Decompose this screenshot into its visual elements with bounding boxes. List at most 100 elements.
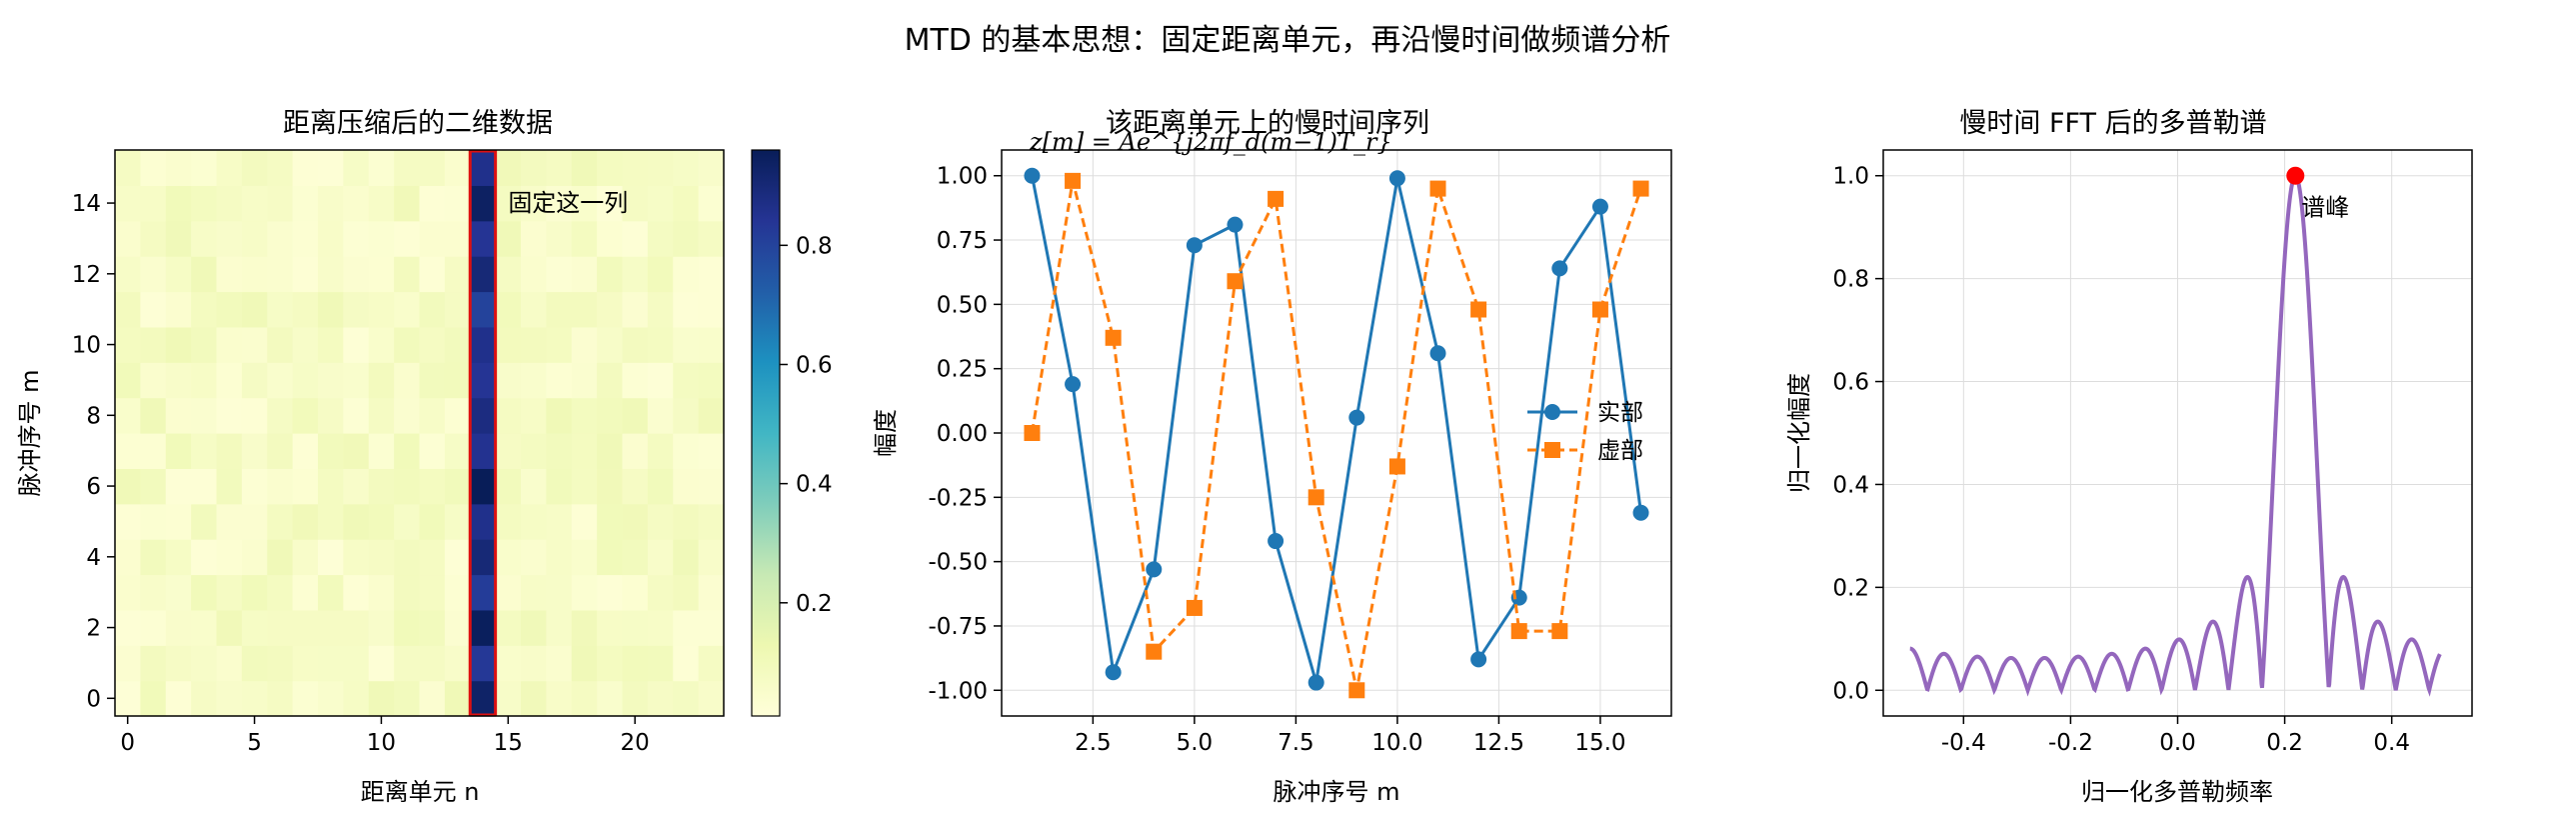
heatmap-cell [673,539,700,576]
heatmap-cell [267,326,294,363]
real-part-point [1388,170,1405,187]
heatmap-cell [140,680,167,717]
heatmap-cell [394,433,421,469]
heatmap-cell [470,680,497,717]
heatmap-cell [394,680,421,717]
heatmap-cell [444,645,471,682]
heatmap-cell [318,680,344,717]
heatmap-cell [647,539,674,576]
heatmap-cell [394,362,421,399]
heatmap-cell [622,185,649,222]
real-part-point [1429,345,1446,362]
heatmap-cell [318,609,344,646]
heatmap-cell [647,362,674,399]
heatmap-cell [546,680,573,717]
y-tick-label: 6 [86,474,101,500]
heatmap-cell [292,185,319,222]
heatmap-cell [546,326,573,363]
heatmap-cell [698,433,725,469]
heatmap-cell [165,468,192,505]
heatmap-cell [394,539,421,576]
heatmap-cell [394,609,421,646]
heatmap-cell [394,397,421,434]
y-tick-label: 0.8 [1832,267,1869,293]
heatmap-cell [673,291,700,328]
heatmap-cell [343,433,370,469]
heatmap-cell [419,645,446,682]
heatmap-cell [368,680,395,717]
heatmap-cell [521,291,547,328]
heatmap-cell [571,539,598,576]
colorbar-tick-label: 0.2 [796,591,833,617]
heatmap-cell [343,539,370,576]
heatmap-cell [444,503,471,540]
heatmap-cell [292,150,319,186]
colorbar-tick-label: 0.6 [796,352,833,378]
heatmap-cell [292,645,319,682]
heatmap-cell [267,433,294,469]
heatmap-cell [673,326,700,363]
y-tick-label: 0.0 [1832,678,1869,704]
heatmap-cell [216,185,243,222]
heatmap-cell [140,539,167,576]
heatmap-cell [419,185,446,222]
heatmap-cell [267,150,294,186]
heatmap-cell [521,503,547,540]
y-tick-label: 0.25 [937,357,988,383]
heatmap-cell [647,645,674,682]
x-tick-label: 20 [621,730,650,756]
heatmap-cell [647,150,674,186]
heatmap-cell [343,574,370,611]
heatmap-cell [115,433,141,469]
heatmap-cell [597,539,624,576]
heatmap-cell [368,150,395,186]
heatmap-cell [216,433,243,469]
legend-real-marker [1544,404,1560,420]
heatmap-cell [140,150,167,186]
sequence-y-ticks: -1.00 -0.75 -0.50 -0.25 0.00 0.25 0.50 0.75 1.00 [928,164,1002,704]
imag-part-point [1227,273,1244,290]
heatmap-cell [292,503,319,540]
x-tick-label: -0.4 [1941,730,1986,756]
heatmap-cell [495,680,522,717]
heatmap-cell [495,539,522,576]
heatmap-cell [571,503,598,540]
heatmap-cell [267,220,294,257]
heatmap-cell [597,185,624,222]
y-tick-label: 12 [72,262,101,288]
heatmap-cell [419,433,446,469]
heatmap-cell [241,397,268,434]
heatmap-cell [546,185,573,222]
heatmap-title: 距离压缩后的二维数据 [283,108,553,139]
heatmap-cell [140,256,167,293]
heatmap-cell [140,574,167,611]
heatmap-cell [673,680,700,717]
heatmap-cell [241,185,268,222]
heatmap-cell [419,397,446,434]
spectrum-y-ticks: 0.0 0.2 0.4 0.6 0.8 1.0 [1832,164,1883,704]
y-tick-label: 8 [86,403,101,429]
heatmap-cell [318,468,344,505]
spectrum-curve [1909,173,2442,697]
heatmap-cell [546,291,573,328]
imag-part-point [1510,623,1527,640]
heatmap-cell [241,150,268,186]
heatmap-cell [571,574,598,611]
heatmap-cell [343,256,370,293]
heatmap-cell [521,362,547,399]
heatmap-cell [216,468,243,505]
heatmap-cell [343,150,370,186]
spectrum-title: 慢时间 FFT 后的多普勒谱 [1959,108,2266,139]
heatmap-cell [622,468,649,505]
heatmap-cell [470,291,497,328]
imag-part-point [1591,301,1608,318]
heatmap-cell [622,503,649,540]
heatmap-cell [191,574,218,611]
heatmap-cell [419,574,446,611]
heatmap-cell [343,645,370,682]
heatmap-cell [191,645,218,682]
heatmap-cell [571,256,598,293]
heatmap-cell [318,645,344,682]
heatmap-cell [267,680,294,717]
heatmap-cell [419,220,446,257]
